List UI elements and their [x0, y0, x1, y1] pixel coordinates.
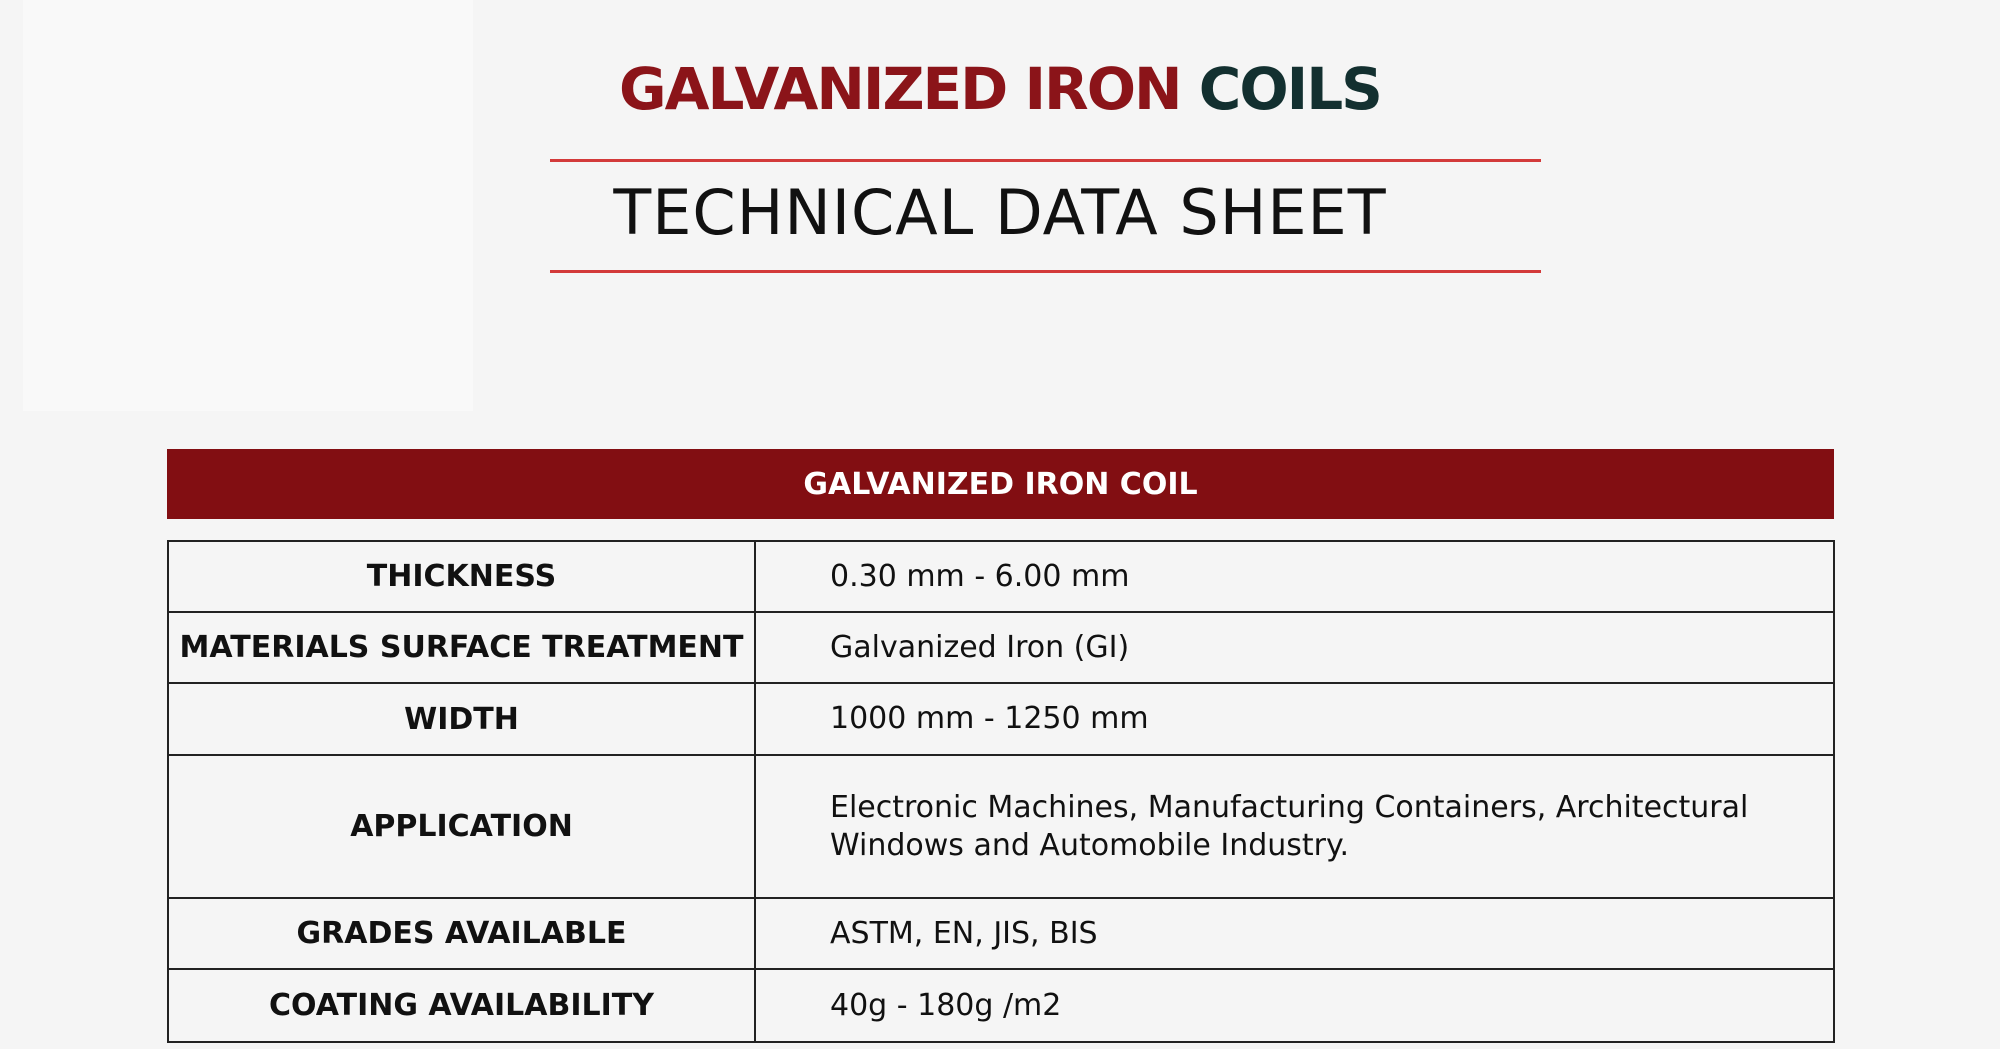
row-label: COATING AVAILABILITY	[167, 968, 756, 1043]
table-row: THICKNESS 0.30 mm - 6.00 mm	[167, 540, 1835, 613]
row-label: APPLICATION	[167, 754, 756, 899]
row-label: THICKNESS	[167, 540, 756, 613]
row-value: 0.30 mm - 6.00 mm	[754, 540, 1835, 613]
spec-table: THICKNESS 0.30 mm - 6.00 mm MATERIALS SURF…	[167, 540, 1835, 1043]
title-red: GALVANIZED IRON	[619, 55, 1183, 123]
table-row: COATING AVAILABILITY 40g - 180g /m2	[167, 968, 1835, 1043]
row-value: Electronic Machines, Manufacturing Conta…	[754, 754, 1835, 899]
row-value: 40g - 180g /m2	[754, 968, 1835, 1043]
rule	[550, 159, 1541, 162]
footer-strip	[0, 1049, 2000, 1056]
row-label: MATERIALS SURFACE TREATMENT	[167, 611, 756, 684]
row-label: WIDTH	[167, 682, 756, 756]
table-row: WIDTH 1000 mm - 1250 mm	[167, 682, 1835, 756]
subtitle: TECHNICAL DATA SHEET	[613, 176, 1387, 249]
row-value: ASTM, EN, JIS, BIS	[754, 897, 1835, 970]
background-panel	[23, 0, 473, 411]
row-label: GRADES AVAILABLE	[167, 897, 756, 970]
table-row: GRADES AVAILABLE ASTM, EN, JIS, BIS	[167, 897, 1835, 970]
table-row: MATERIALS SURFACE TREATMENT Galvanized Ir…	[167, 611, 1835, 684]
row-value: Galvanized Iron (GI)	[754, 611, 1835, 684]
title: GALVANIZED IRON COILS	[0, 55, 2000, 123]
row-value: 1000 mm - 1250 mm	[754, 682, 1835, 756]
rule	[550, 270, 1541, 273]
title-green: COILS	[1198, 55, 1383, 123]
table-title: GALVANIZED IRON COIL	[167, 449, 1834, 519]
table-row: APPLICATION Electronic Machines, Manufact…	[167, 754, 1835, 899]
